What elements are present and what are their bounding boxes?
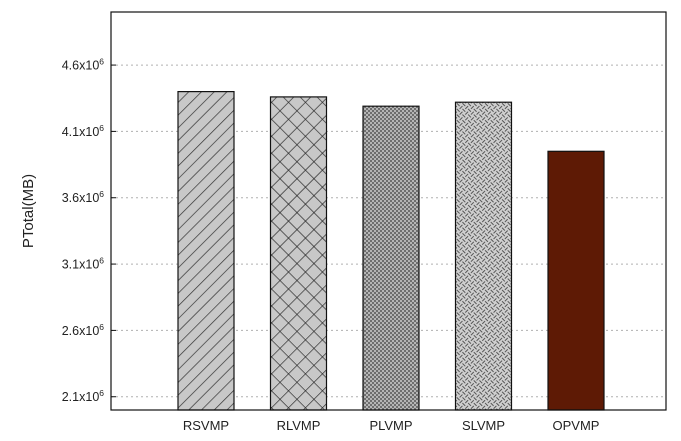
bar-opvmp <box>547 150 605 411</box>
y-axis-title: PTotal(MB) <box>20 174 37 248</box>
plot-frame <box>110 11 667 411</box>
bar-rlvmp <box>269 96 328 411</box>
x-tick-label: SLVMP <box>462 418 505 433</box>
x-axis-labels: RSVMP RLVMP PLVMP SLVMP OPVMP <box>183 418 600 433</box>
x-tick-label: PLVMP <box>369 418 412 433</box>
bar-rsvmp <box>177 90 235 411</box>
x-tick-label: RSVMP <box>183 418 229 433</box>
y-tick-label: 2.1x106 <box>62 388 105 404</box>
bars <box>177 90 605 411</box>
bar-plvmp <box>362 105 420 411</box>
bar-slvmp <box>454 101 513 411</box>
y-tick-label: 4.1x106 <box>62 123 105 139</box>
x-tick-label: OPVMP <box>553 418 600 433</box>
y-tick-label: 2.6x106 <box>62 322 105 338</box>
y-tick-label: 3.6x106 <box>62 189 105 205</box>
y-tick-label: 4.6x106 <box>62 57 105 73</box>
y-tick-label: 3.1x106 <box>62 256 105 272</box>
x-tick-label: RLVMP <box>277 418 321 433</box>
y-axis-ticks: 2.1x106 2.6x106 3.1x106 3.6x106 4.1x106 4.6x1… <box>62 57 116 404</box>
